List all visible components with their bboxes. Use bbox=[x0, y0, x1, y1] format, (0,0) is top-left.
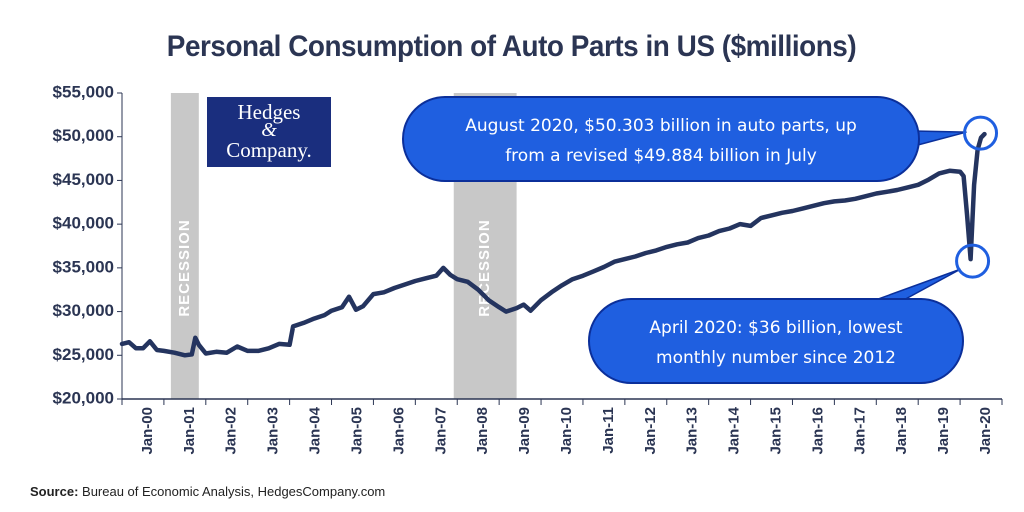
x-tick-label: Jan-07 bbox=[432, 407, 449, 455]
x-tick-label: Jan-01 bbox=[181, 407, 198, 455]
series-line bbox=[119, 131, 987, 358]
y-tick-label: $45,000 bbox=[53, 170, 114, 189]
callout-august-2020: August 2020, $50.303 billion in auto par… bbox=[402, 96, 920, 182]
y-tick-label: $55,000 bbox=[53, 82, 114, 101]
x-tick-label: Jan-02 bbox=[223, 407, 240, 455]
y-tick-label: $20,000 bbox=[53, 388, 114, 407]
x-axis: Jan-00 Jan-01 Jan-02 Jan-03 Jan-04 Jan-05 Jan-… bbox=[121, 398, 1003, 455]
hedges-company-logo: Hedges & Company. bbox=[207, 97, 331, 167]
x-tick-label: Jan-18 bbox=[893, 407, 910, 455]
x-tick-label: Jan-16 bbox=[809, 407, 826, 455]
logo-line-2: & bbox=[261, 119, 277, 141]
x-tick-label: Jan-06 bbox=[390, 407, 407, 455]
chart-title: Personal Consumption of Auto Parts in US… bbox=[166, 30, 857, 63]
x-tick-label: Jan-17 bbox=[851, 407, 868, 455]
y-tick-label: $25,000 bbox=[53, 345, 114, 364]
source-text: Bureau of Economic Analysis, HedgesCompa… bbox=[78, 484, 386, 499]
series-layer bbox=[119, 131, 987, 358]
source-line: Source: Bureau of Economic Analysis, Hed… bbox=[30, 484, 385, 499]
x-tick-label: Jan-08 bbox=[474, 407, 491, 455]
callout-august-pointer bbox=[913, 130, 967, 147]
x-tick-label: Jan-03 bbox=[265, 407, 282, 455]
callout-april-2020: April 2020: $36 billion, lowest monthly … bbox=[588, 298, 964, 384]
x-tick-label: Jan-09 bbox=[516, 407, 533, 455]
callout-april-line-2: monthly number since 2012 bbox=[656, 348, 896, 368]
recession-label-1: RECESSION bbox=[176, 219, 193, 316]
x-tick-label: Jan-10 bbox=[558, 407, 575, 455]
x-tick-label: Jan-14 bbox=[726, 406, 743, 454]
x-tick-label: Jan-20 bbox=[977, 407, 994, 455]
x-tick-label: Jan-04 bbox=[307, 406, 324, 454]
highlight-august-2020 bbox=[963, 115, 999, 151]
y-tick-label: $50,000 bbox=[53, 126, 114, 145]
logo-line-3: Company. bbox=[226, 138, 312, 162]
x-tick-label: Jan-19 bbox=[935, 407, 952, 455]
source-label: Source: bbox=[30, 484, 79, 499]
x-tick-label: Jan-05 bbox=[348, 407, 365, 455]
callout-august-line-1: August 2020, $50.303 billion in auto par… bbox=[465, 116, 857, 136]
callout-april-line-1: April 2020: $36 billion, lowest bbox=[649, 318, 903, 338]
x-tick-label: Jan-13 bbox=[684, 407, 701, 455]
x-tick-label: Jan-11 bbox=[600, 407, 617, 454]
y-tick-label: $30,000 bbox=[53, 301, 114, 320]
x-tick-label: Jan-12 bbox=[642, 407, 659, 455]
x-tick-label: Jan-00 bbox=[139, 407, 156, 455]
x-tick-label: Jan-15 bbox=[767, 407, 784, 455]
y-tick-label: $40,000 bbox=[53, 214, 114, 233]
y-axis: $20,000 $25,000 $30,000 $35,000 $40,000 $45,0… bbox=[53, 82, 123, 407]
y-tick-label: $35,000 bbox=[53, 257, 114, 276]
logo-line-1: Hedges bbox=[237, 100, 301, 124]
callout-august-line-2: from a revised $49.884 billion in July bbox=[505, 146, 817, 166]
highlight-april-2020 bbox=[955, 243, 991, 279]
